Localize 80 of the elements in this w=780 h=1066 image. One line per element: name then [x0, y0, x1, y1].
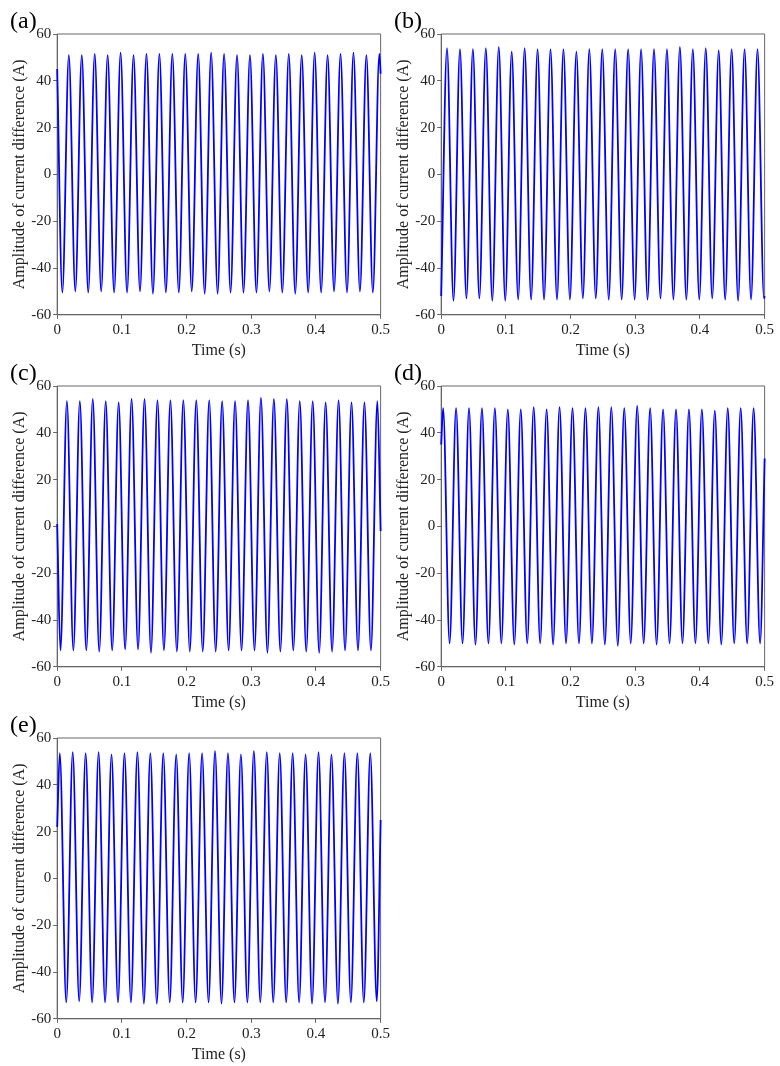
- y-tick-label: -20: [31, 916, 52, 933]
- line-series: [440, 404, 766, 647]
- y-axis-title: Amplitude of current difference (A): [9, 763, 28, 994]
- x-tick-label: 0.5: [755, 320, 774, 337]
- y-axis-title: Amplitude of current difference (A): [393, 59, 412, 290]
- y-tick-label: -20: [31, 564, 52, 581]
- y-tick-label: 40: [36, 423, 52, 440]
- x-tick-label: 0.4: [306, 672, 326, 689]
- y-tick-label: -40: [415, 258, 436, 275]
- x-tick-label: 0.1: [112, 672, 132, 689]
- y-tick-label: -60: [31, 1009, 52, 1026]
- chart-title: (d): [394, 359, 422, 386]
- x-tick-label: 0.2: [177, 672, 196, 689]
- chart-title: (a): [10, 7, 37, 34]
- x-tick-label: 0.4: [306, 1024, 326, 1041]
- x-tick-label: 0.1: [496, 320, 516, 337]
- x-tick-label: 0.3: [241, 320, 261, 337]
- y-tick-label: 60: [420, 24, 436, 41]
- y-tick-label: 40: [420, 423, 436, 440]
- chart-title: (e): [10, 711, 37, 738]
- x-axis-title: Time (s): [575, 340, 630, 359]
- y-tick-label: -20: [415, 212, 436, 229]
- x-tick-label: 0.5: [371, 1024, 390, 1041]
- y-tick-label: 60: [36, 728, 52, 745]
- x-tick-label: 0.2: [177, 1024, 196, 1041]
- y-tick-label: -40: [31, 962, 52, 979]
- y-tick-label: 40: [420, 71, 436, 88]
- x-tick-label: 0.1: [112, 1024, 132, 1041]
- y-tick-label: -20: [31, 212, 52, 229]
- y-tick-label: 20: [420, 118, 436, 135]
- chart-title: (b): [394, 7, 422, 34]
- y-tick-label: -60: [31, 657, 52, 674]
- x-tick-label: 0.1: [112, 320, 132, 337]
- chart-title: (c): [10, 359, 37, 386]
- y-tick-label: 20: [36, 118, 52, 135]
- y-tick-label: -20: [415, 564, 436, 581]
- line-series: [56, 749, 382, 1005]
- y-tick-label: 20: [36, 822, 52, 839]
- x-tick-label: 0.3: [241, 672, 261, 689]
- x-tick-label: 0.3: [241, 1024, 261, 1041]
- y-tick-label: 20: [420, 470, 436, 487]
- x-axis-title: Time (s): [575, 692, 630, 711]
- line-series: [56, 51, 382, 295]
- line-series: [56, 396, 382, 654]
- y-tick-label: 0: [427, 165, 436, 182]
- y-tick-label: -40: [31, 610, 52, 627]
- y-tick-label: 20: [36, 470, 52, 487]
- x-tick-label: 0.3: [625, 320, 645, 337]
- y-tick-label: 0: [427, 517, 436, 534]
- y-axis-title: Amplitude of current difference (A): [9, 59, 28, 290]
- y-axis-title: Amplitude of current difference (A): [9, 411, 28, 642]
- x-tick-label: 0.2: [561, 320, 580, 337]
- y-tick-label: 60: [420, 376, 436, 393]
- y-tick-label: 40: [36, 775, 52, 792]
- x-tick-label: 0.4: [306, 320, 326, 337]
- y-tick-label: -60: [31, 305, 52, 322]
- x-tick-label: 0.3: [625, 672, 645, 689]
- y-tick-label: 60: [36, 376, 52, 393]
- x-tick-label: 0.5: [371, 320, 390, 337]
- y-tick-label: -40: [31, 258, 52, 275]
- x-tick-label: 0.4: [690, 320, 710, 337]
- y-tick-label: -40: [415, 610, 436, 627]
- line-series: [440, 45, 766, 302]
- y-tick-label: -60: [415, 657, 436, 674]
- y-tick-label: 0: [43, 517, 52, 534]
- x-axis-title: Time (s): [191, 692, 246, 711]
- x-tick-label: 0.5: [755, 672, 774, 689]
- x-tick-label: 0.2: [177, 320, 196, 337]
- y-tick-label: 0: [43, 165, 52, 182]
- y-tick-label: 40: [36, 71, 52, 88]
- x-axis-title: Time (s): [191, 1044, 246, 1063]
- x-tick-label: 0.5: [371, 672, 390, 689]
- y-tick-label: 0: [43, 869, 52, 886]
- y-tick-label: 60: [36, 24, 52, 41]
- x-tick-label: 0.4: [690, 672, 710, 689]
- y-tick-label: -60: [415, 305, 436, 322]
- x-axis-title: Time (s): [191, 340, 246, 359]
- x-tick-label: 0.2: [561, 672, 580, 689]
- x-tick-label: 0.1: [496, 672, 516, 689]
- y-axis-title: Amplitude of current difference (A): [393, 411, 412, 642]
